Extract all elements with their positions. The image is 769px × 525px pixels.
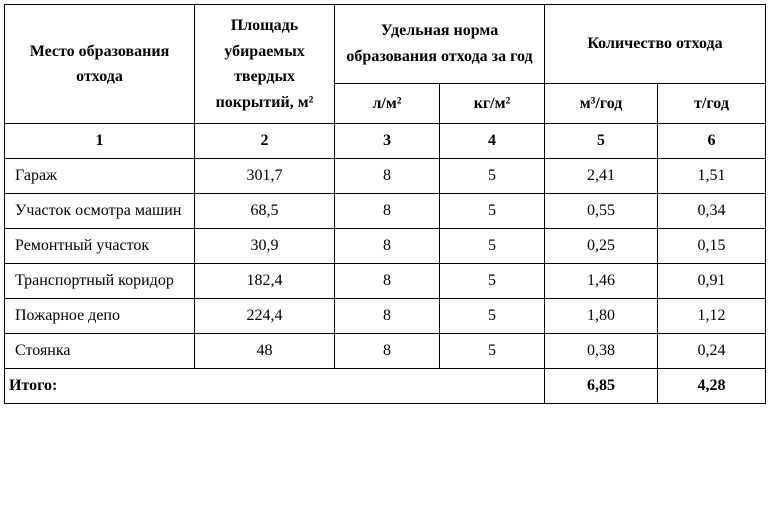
cell-qty_m3: 2,41 xyxy=(545,159,658,194)
colnum-2: 2 xyxy=(195,124,335,159)
colnum-5: 5 xyxy=(545,124,658,159)
cell-name: Стоянка xyxy=(5,334,195,369)
cell-area: 48 xyxy=(195,334,335,369)
col-header-qty-m3: м³/год xyxy=(545,83,658,124)
cell-qty_m3: 0,55 xyxy=(545,194,658,229)
cell-qty_m3: 1,80 xyxy=(545,299,658,334)
cell-qty_t: 0,34 xyxy=(658,194,766,229)
colnum-1: 1 xyxy=(5,124,195,159)
col-header-place: Место образования отхода xyxy=(5,5,195,124)
cell-name: Участок осмотра машин xyxy=(5,194,195,229)
cell-area: 182,4 xyxy=(195,264,335,299)
cell-qty_t: 1,12 xyxy=(658,299,766,334)
cell-name: Гараж xyxy=(5,159,195,194)
table-row: Участок осмотра машин68,5850,550,34 xyxy=(5,194,766,229)
total-qty-t: 4,28 xyxy=(658,369,766,404)
table-row: Гараж301,7852,411,51 xyxy=(5,159,766,194)
cell-qty_t: 0,24 xyxy=(658,334,766,369)
waste-table-container: Место образования отхода Площадь убираем… xyxy=(0,0,769,408)
cell-qty_m3: 0,25 xyxy=(545,229,658,264)
col-header-norm-group: Удельная норма образования отхода за год xyxy=(335,5,545,84)
cell-name: Пожарное депо xyxy=(5,299,195,334)
cell-norm_kg: 5 xyxy=(440,229,545,264)
table-body: Гараж301,7852,411,51Участок осмотра маши… xyxy=(5,159,766,369)
col-header-qty-t: т/год xyxy=(658,83,766,124)
colnum-6: 6 xyxy=(658,124,766,159)
cell-norm_kg: 5 xyxy=(440,194,545,229)
total-qty-m3: 6,85 xyxy=(545,369,658,404)
cell-norm_kg: 5 xyxy=(440,299,545,334)
cell-area: 30,9 xyxy=(195,229,335,264)
total-label: Итого: xyxy=(5,369,545,404)
table-row: Транспортный коридор182,4851,460,91 xyxy=(5,264,766,299)
cell-qty_t: 1,51 xyxy=(658,159,766,194)
cell-norm_l: 8 xyxy=(335,229,440,264)
cell-area: 301,7 xyxy=(195,159,335,194)
colnum-row: 1 2 3 4 5 6 xyxy=(5,124,766,159)
cell-norm_kg: 5 xyxy=(440,159,545,194)
cell-qty_t: 0,91 xyxy=(658,264,766,299)
colnum-3: 3 xyxy=(335,124,440,159)
colnum-4: 4 xyxy=(440,124,545,159)
cell-norm_l: 8 xyxy=(335,299,440,334)
cell-norm_kg: 5 xyxy=(440,264,545,299)
cell-name: Ремонтный участок xyxy=(5,229,195,264)
col-header-norm-l: л/м² xyxy=(335,83,440,124)
cell-norm_l: 8 xyxy=(335,264,440,299)
cell-norm_l: 8 xyxy=(335,159,440,194)
cell-qty_t: 0,15 xyxy=(658,229,766,264)
table-row: Пожарное депо224,4851,801,12 xyxy=(5,299,766,334)
col-header-qty-group: Количество отхода xyxy=(545,5,766,84)
col-header-norm-kg: кг/м² xyxy=(440,83,545,124)
cell-area: 68,5 xyxy=(195,194,335,229)
table-row: Ремонтный участок30,9850,250,15 xyxy=(5,229,766,264)
cell-area: 224,4 xyxy=(195,299,335,334)
cell-norm_l: 8 xyxy=(335,334,440,369)
header-row-1: Место образования отхода Площадь убираем… xyxy=(5,5,766,84)
cell-norm_kg: 5 xyxy=(440,334,545,369)
table-row: Стоянка48850,380,24 xyxy=(5,334,766,369)
cell-name: Транспортный коридор xyxy=(5,264,195,299)
total-row: Итого: 6,85 4,28 xyxy=(5,369,766,404)
col-header-area: Площадь убираемых твердых покрытий, м² xyxy=(195,5,335,124)
cell-qty_m3: 1,46 xyxy=(545,264,658,299)
cell-norm_l: 8 xyxy=(335,194,440,229)
waste-table: Место образования отхода Площадь убираем… xyxy=(4,4,766,404)
cell-qty_m3: 0,38 xyxy=(545,334,658,369)
